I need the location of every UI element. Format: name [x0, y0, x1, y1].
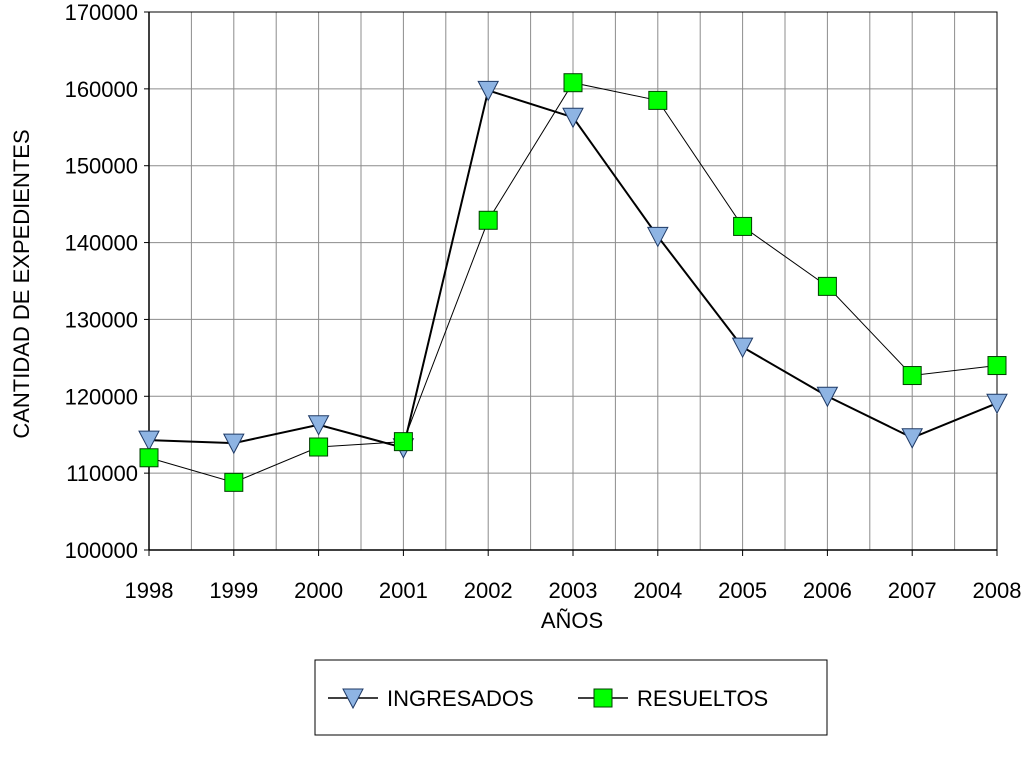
data-point-resueltos — [733, 216, 753, 236]
y-tick-label: 110000 — [66, 461, 138, 486]
x-tick-label: 2003 — [549, 578, 598, 603]
data-point-resueltos — [139, 448, 159, 468]
legend-item-ingresados: INGRESADOS — [328, 686, 534, 711]
x-tick-label: 2004 — [633, 578, 682, 603]
data-point-resueltos — [648, 90, 668, 110]
data-point-ingresados — [562, 107, 584, 129]
data-point-resueltos — [563, 73, 583, 93]
data-point-ingresados — [731, 337, 754, 359]
y-tick-label: 100000 — [65, 538, 138, 563]
y-axis: 100000 110000 120000 130000 140000 150000 1600… — [65, 0, 149, 563]
x-axis: 1998 1999 2000 2001 2002 2003 2004 2005 2006 2007… — [125, 550, 1022, 603]
legend-item-resueltos: RESUELTOS — [578, 686, 768, 711]
data-point-ingresados — [138, 430, 160, 452]
legend-label: RESUELTOS — [637, 686, 768, 711]
data-point-ingresados — [477, 80, 500, 102]
x-tick-label: 1998 — [125, 578, 174, 603]
x-tick-label: 2008 — [973, 578, 1022, 603]
series-resueltos — [139, 73, 1007, 492]
y-tick-label: 120000 — [65, 384, 138, 409]
legend-marker — [342, 688, 364, 710]
data-point-resueltos — [478, 210, 498, 230]
y-tick-label: 170000 — [65, 0, 138, 25]
x-axis-title: AÑOS — [541, 608, 603, 633]
series-layer — [138, 73, 1008, 492]
legend-label: INGRESADOS — [387, 686, 534, 711]
legend-box — [314, 659, 828, 736]
data-point-ingresados — [307, 415, 330, 436]
x-tick-label: 2000 — [294, 578, 343, 603]
y-tick-label: 160000 — [65, 77, 138, 102]
legend-marker — [593, 688, 613, 708]
y-axis-title: CANTIDAD DE EXPEDIENTES — [9, 129, 34, 438]
legend: INGRESADOS RESUELTOS — [314, 659, 828, 736]
y-tick-label: 150000 — [65, 154, 138, 179]
data-point-ingresados — [646, 226, 669, 248]
grid — [148, 11, 998, 551]
x-tick-label: 2002 — [464, 578, 513, 603]
data-point-resueltos — [393, 432, 413, 452]
data-point-resueltos — [987, 356, 1007, 376]
data-point-resueltos — [309, 437, 329, 457]
data-point-ingresados — [901, 428, 924, 449]
x-tick-label: 2007 — [888, 578, 937, 603]
data-point-resueltos — [817, 276, 837, 296]
data-point-resueltos — [902, 366, 922, 386]
x-tick-label: 2001 — [379, 578, 428, 603]
x-tick-label: 1999 — [209, 578, 258, 603]
data-point-ingresados — [816, 386, 839, 408]
data-point-ingresados — [986, 393, 1008, 415]
x-tick-label: 2006 — [803, 578, 852, 603]
x-tick-label: 2005 — [718, 578, 767, 603]
y-tick-label: 140000 — [65, 231, 138, 256]
y-tick-label: 130000 — [65, 307, 138, 332]
data-point-resueltos — [224, 472, 244, 492]
data-point-ingresados — [222, 433, 245, 455]
